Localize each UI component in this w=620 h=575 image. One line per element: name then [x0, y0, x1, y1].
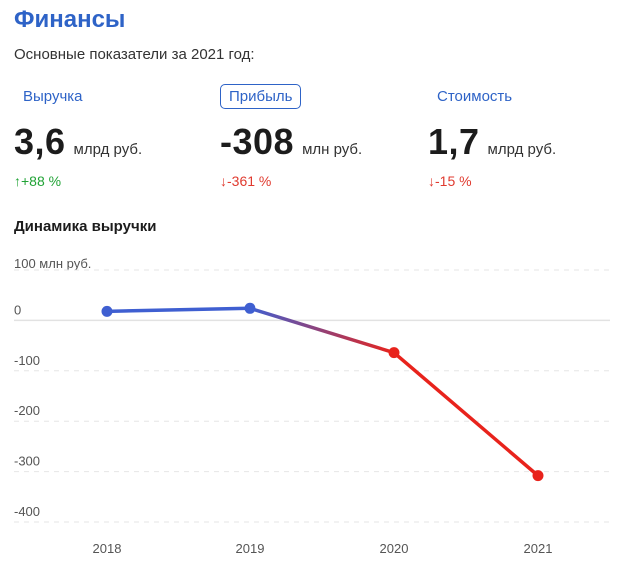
x-tick-label: 2018: [93, 541, 122, 556]
metric-revenue: Выручка 3,6 млрд руб. ↑+88 %: [14, 84, 142, 189]
metric-profit: Прибыль -308 млн руб. ↓-361 %: [220, 84, 362, 189]
tab-cost[interactable]: Стоимость: [437, 88, 513, 105]
metric-value: 1,7: [428, 121, 480, 162]
metric-unit: млрд руб.: [73, 141, 143, 158]
y-tick-label: -200: [14, 403, 40, 418]
metric-change: ↑+88 %: [14, 173, 62, 189]
chart-section-title: Динамика выручки: [14, 218, 157, 235]
chart-unit-label: 100 млн руб.: [14, 256, 92, 271]
data-point[interactable]: [532, 470, 544, 482]
y-tick-label: -400: [14, 504, 40, 519]
metric-change: ↓-15 %: [428, 173, 472, 189]
tab-profit[interactable]: Прибыль: [220, 84, 302, 109]
x-tick-label: 2020: [380, 541, 409, 556]
tab-revenue[interactable]: Выручка: [23, 88, 83, 105]
revenue-line-chart: 0 -100 -200 -300 -400 2018 2019 2020 2021: [14, 269, 610, 556]
metric-unit: млрд руб.: [487, 141, 557, 158]
y-tick-label: -300: [14, 454, 40, 469]
page-subtitle: Основные показатели за 2021 год:: [14, 46, 255, 63]
series-line-segment: [105, 306, 252, 314]
x-tick-label: 2019: [236, 541, 265, 556]
data-point[interactable]: [101, 305, 113, 317]
metric-value: -308: [220, 121, 295, 162]
y-tick-label: 0: [14, 302, 21, 317]
metric-value-row: -308 млн руб.: [220, 121, 362, 163]
metric-value-row: 1,7 млрд руб.: [428, 121, 556, 163]
metric-unit: млн руб.: [302, 141, 363, 158]
series-line-segment: [248, 306, 396, 355]
x-tick-label: 2021: [524, 541, 553, 556]
metric-value: 3,6: [14, 121, 66, 162]
y-tick-label: -100: [14, 353, 40, 368]
page-title: Финансы: [14, 6, 126, 33]
data-point[interactable]: [388, 347, 400, 359]
metric-change: ↓-361 %: [220, 173, 272, 189]
data-point[interactable]: [244, 302, 256, 314]
metric-value-cost: Стоимость 1,7 млрд руб. ↓-15 %: [428, 84, 556, 189]
metric-value-row: 3,6 млрд руб.: [14, 121, 142, 163]
series-line-segment: [392, 350, 540, 478]
